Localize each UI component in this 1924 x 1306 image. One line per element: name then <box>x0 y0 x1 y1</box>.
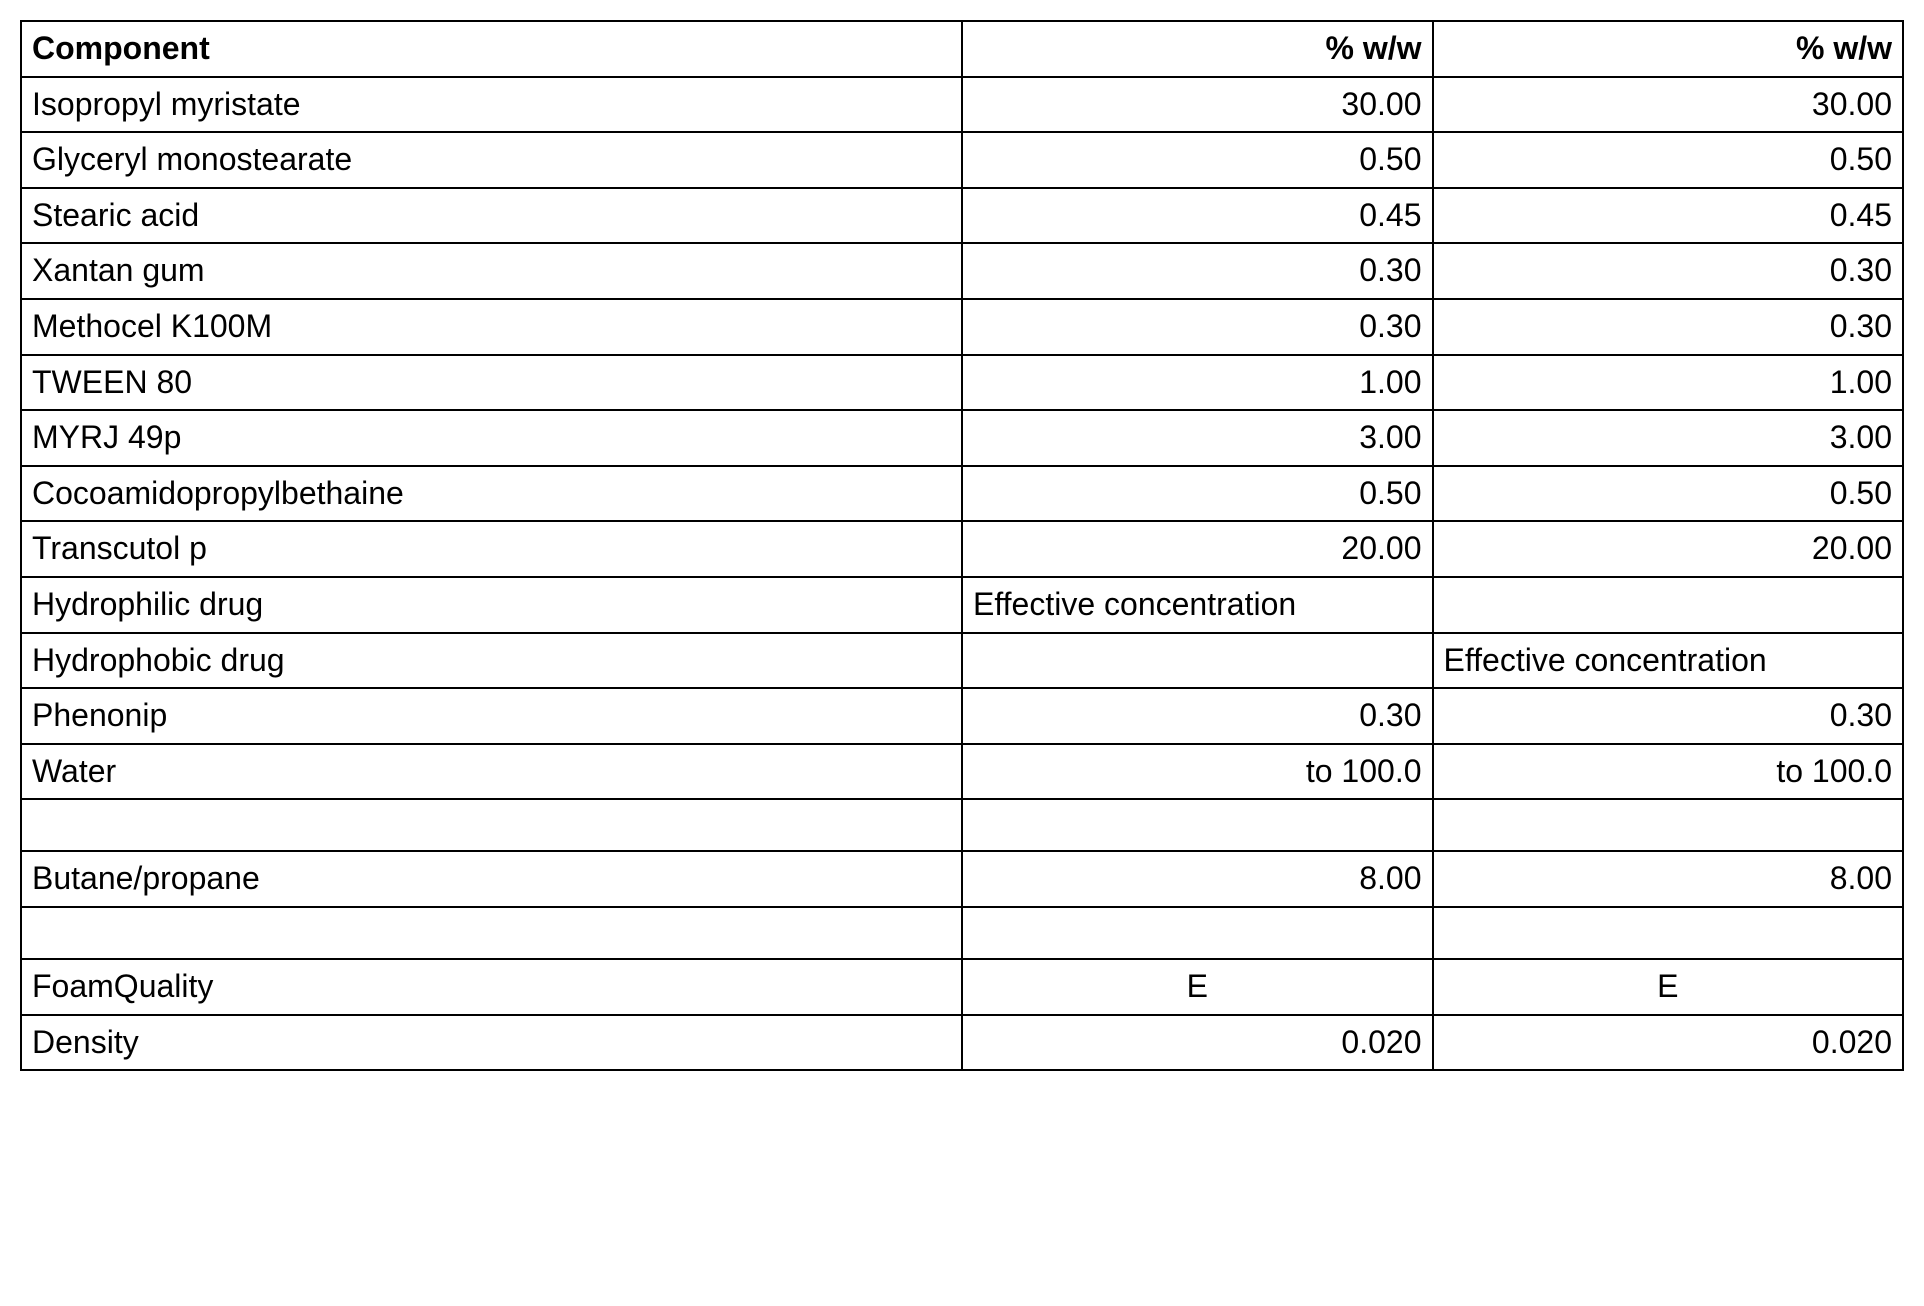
cell-component: MYRJ 49p <box>21 410 962 466</box>
table-row: Xantan gum0.300.30 <box>21 243 1903 299</box>
cell-col2: 0.50 <box>1433 132 1904 188</box>
cell-col2: 0.30 <box>1433 688 1904 744</box>
table-row: Transcutol p20.0020.00 <box>21 521 1903 577</box>
table-row: FoamQualityEE <box>21 959 1903 1015</box>
table-row: Phenonip0.300.30 <box>21 688 1903 744</box>
cell-component: Hydrophobic drug <box>21 633 962 689</box>
cell-component: Cocoamidopropylbethaine <box>21 466 962 522</box>
header-col1: % w/w <box>962 21 1433 77</box>
cell-col1: 0.30 <box>962 243 1433 299</box>
cell-col1: 0.30 <box>962 299 1433 355</box>
table-row: Density0.0200.020 <box>21 1015 1903 1071</box>
header-component: Component <box>21 21 962 77</box>
cell-component: Butane/propane <box>21 851 962 907</box>
cell-col1 <box>962 799 1433 851</box>
header-col2: % w/w <box>1433 21 1904 77</box>
cell-col2: 0.50 <box>1433 466 1904 522</box>
cell-component: Density <box>21 1015 962 1071</box>
cell-col2 <box>1433 799 1904 851</box>
cell-component: Isopropyl myristate <box>21 77 962 133</box>
table-body: Component % w/w % w/w Isopropyl myristat… <box>21 21 1903 1070</box>
table-row: TWEEN 801.001.00 <box>21 355 1903 411</box>
cell-col2: 0.30 <box>1433 299 1904 355</box>
cell-col1: 1.00 <box>962 355 1433 411</box>
cell-col1: 3.00 <box>962 410 1433 466</box>
cell-component: Transcutol p <box>21 521 962 577</box>
cell-component: Hydrophilic drug <box>21 577 962 633</box>
table-row: Stearic acid0.450.45 <box>21 188 1903 244</box>
cell-component: FoamQuality <box>21 959 962 1015</box>
table-row <box>21 799 1903 851</box>
cell-component: Water <box>21 744 962 800</box>
cell-col1: 8.00 <box>962 851 1433 907</box>
cell-component <box>21 799 962 851</box>
table-row: Waterto 100.0to 100.0 <box>21 744 1903 800</box>
cell-component: TWEEN 80 <box>21 355 962 411</box>
cell-col1 <box>962 633 1433 689</box>
table-row: Hydrophilic drugEffective concentration <box>21 577 1903 633</box>
cell-col2: 1.00 <box>1433 355 1904 411</box>
cell-col2 <box>1433 577 1904 633</box>
cell-col1: E <box>962 959 1433 1015</box>
cell-col2: 30.00 <box>1433 77 1904 133</box>
cell-component: Phenonip <box>21 688 962 744</box>
cell-col1: 0.020 <box>962 1015 1433 1071</box>
cell-component: Glyceryl monostearate <box>21 132 962 188</box>
table-row: Methocel K100M0.300.30 <box>21 299 1903 355</box>
cell-col1: 0.30 <box>962 688 1433 744</box>
formulation-table: Component % w/w % w/w Isopropyl myristat… <box>20 20 1904 1071</box>
cell-col1: to 100.0 <box>962 744 1433 800</box>
cell-col2: 0.30 <box>1433 243 1904 299</box>
table-row: Hydrophobic drug Effective concentration <box>21 633 1903 689</box>
table-row <box>21 907 1903 959</box>
cell-col1: 30.00 <box>962 77 1433 133</box>
cell-col2: 8.00 <box>1433 851 1904 907</box>
cell-col2: Effective concentration <box>1433 633 1904 689</box>
table-row: MYRJ 49p3.003.00 <box>21 410 1903 466</box>
table-row: Glyceryl monostearate0.500.50 <box>21 132 1903 188</box>
cell-col2: 20.00 <box>1433 521 1904 577</box>
cell-component: Methocel K100M <box>21 299 962 355</box>
cell-component: Stearic acid <box>21 188 962 244</box>
cell-component <box>21 907 962 959</box>
cell-col2: 0.020 <box>1433 1015 1904 1071</box>
table-row: Isopropyl myristate30.0030.00 <box>21 77 1903 133</box>
cell-col2: to 100.0 <box>1433 744 1904 800</box>
table-header-row: Component % w/w % w/w <box>21 21 1903 77</box>
cell-col1: 0.45 <box>962 188 1433 244</box>
cell-component: Xantan gum <box>21 243 962 299</box>
table-row: Butane/propane8.008.00 <box>21 851 1903 907</box>
cell-col1: 0.50 <box>962 466 1433 522</box>
cell-col1 <box>962 907 1433 959</box>
cell-col2: E <box>1433 959 1904 1015</box>
cell-col2: 3.00 <box>1433 410 1904 466</box>
cell-col2: 0.45 <box>1433 188 1904 244</box>
cell-col2 <box>1433 907 1904 959</box>
table-row: Cocoamidopropylbethaine0.500.50 <box>21 466 1903 522</box>
cell-col1: 0.50 <box>962 132 1433 188</box>
cell-col1: Effective concentration <box>962 577 1433 633</box>
cell-col1: 20.00 <box>962 521 1433 577</box>
